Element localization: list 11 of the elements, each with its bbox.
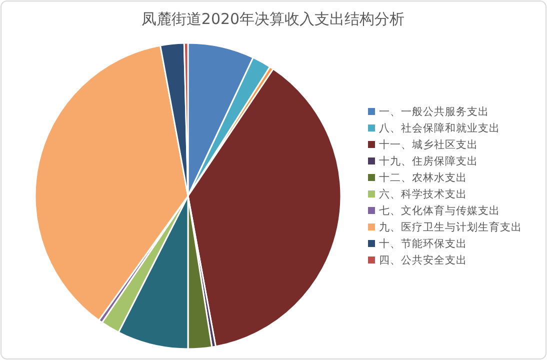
legend-label: 十二、农林水支出 (379, 171, 467, 184)
legend-label: 九、医疗卫生与计划生育支出 (379, 220, 522, 234)
legend-label: 十九、住房保障支出 (379, 154, 478, 168)
legend-label: 八、社会保障和就业支出 (379, 122, 500, 134)
legend-label: 六、科学技术支出 (379, 188, 467, 200)
chart-title: 凤麓街道2020年决算收入支出结构分析 (141, 10, 405, 28)
legend-label: 十、节能环保支出 (379, 237, 467, 250)
legend-label: 七、文化体育与传媒支出 (379, 204, 500, 217)
legend-label: 四、公共安全支出 (379, 254, 467, 266)
legend-label: 十一、城乡社区支出 (379, 138, 478, 151)
legend-label: 一、一般公共服务支出 (379, 105, 489, 118)
